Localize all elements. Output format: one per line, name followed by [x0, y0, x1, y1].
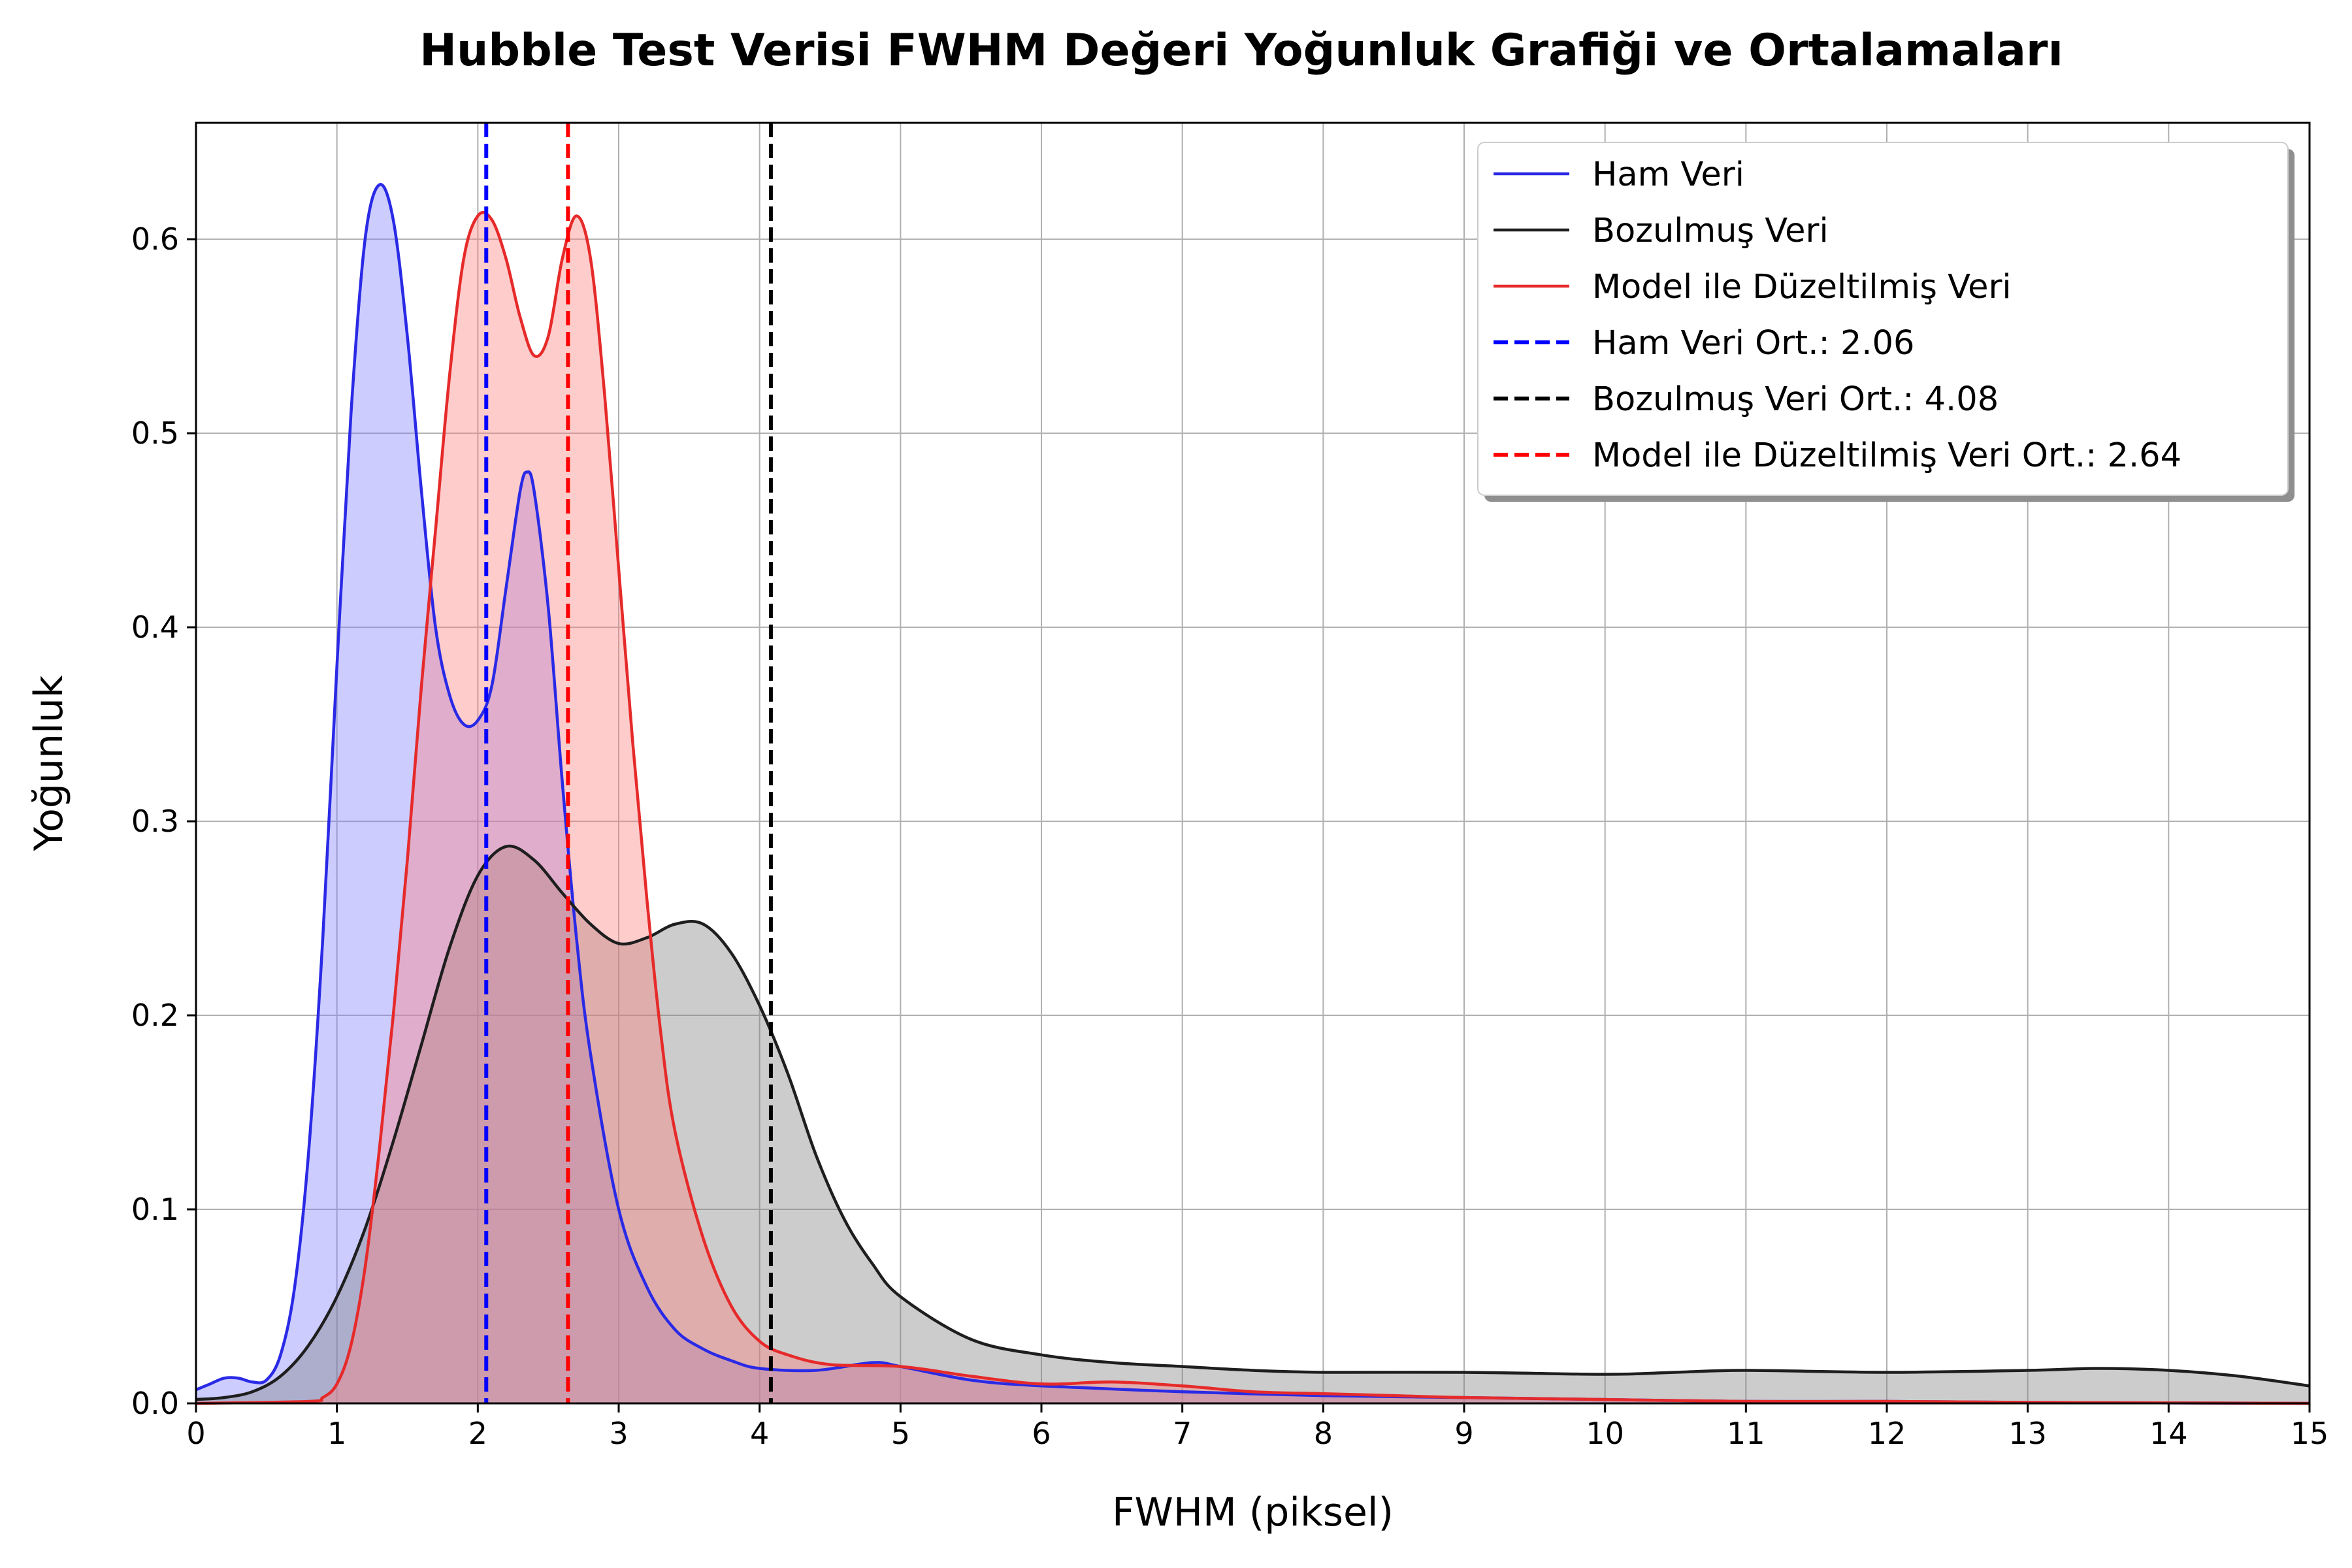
- x-tick-label: 14: [2149, 1416, 2188, 1451]
- density-fill-0: [196, 184, 2310, 1403]
- mean-lines: [484, 123, 773, 1403]
- x-tick-label: 2: [468, 1416, 487, 1451]
- y-tick-label: 0.3: [131, 804, 179, 839]
- legend-label-3: Ham Veri Ort.: 2.06: [1592, 324, 1914, 363]
- legend-label-2: Model ile Düzeltilmiş Veri: [1592, 268, 2012, 306]
- x-tick-label: 5: [891, 1416, 910, 1451]
- y-tick-label: 0.5: [131, 416, 179, 451]
- density-line-0: [195, 183, 2310, 1405]
- legend-label-4: Bozulmuş Veri Ort.: 4.08: [1592, 380, 1999, 419]
- y-tick-label: 0.0: [131, 1386, 179, 1421]
- x-tick-label: 11: [1727, 1416, 1765, 1451]
- density-line-1: [195, 844, 2310, 1401]
- legend-label-5: Model ile Düzeltilmiş Veri Ort.: 2.64: [1592, 436, 2181, 475]
- x-tick-label: 7: [1173, 1416, 1192, 1451]
- x-tick-label: 4: [750, 1416, 769, 1451]
- plot-frame: [195, 122, 2311, 1405]
- y-axis-label: Yoğunluk: [26, 675, 72, 851]
- x-tick-label: 1: [327, 1416, 346, 1451]
- legend: Ham Veri Bozulmuş Veri Model ile Düzeltilm…: [1477, 142, 2295, 502]
- legend-label-1: Bozulmuş Veri: [1592, 212, 1829, 250]
- density-line-2: [195, 210, 2310, 1405]
- x-tick-label: 15: [2291, 1416, 2329, 1451]
- y-tick-label: 0.4: [131, 610, 179, 645]
- density-fill-1: [196, 845, 2310, 1403]
- x-tick-label: 12: [1868, 1416, 1906, 1451]
- x-tick-label: 10: [1586, 1416, 1624, 1451]
- x-tick-label: 3: [609, 1416, 628, 1451]
- density-lines: [195, 183, 2310, 1405]
- x-tick-label: 0: [186, 1416, 205, 1451]
- density-fill-2: [196, 212, 2310, 1403]
- y-tick-label: 0.1: [131, 1192, 179, 1227]
- y-tick-label: 0.2: [131, 998, 179, 1033]
- density-fills: [196, 184, 2310, 1403]
- y-tick-label: 0.6: [131, 221, 179, 257]
- legend-box: [1477, 142, 2289, 496]
- y-ticks: 0.0 0.1 0.2 0.3 0.4 0.5 0.6: [131, 221, 196, 1421]
- x-tick-label: 6: [1032, 1416, 1051, 1451]
- x-ticks: 0 1 2 3 4 5 6 7 8 9 10 11 12 13 14 15: [186, 1403, 2328, 1451]
- chart-title: Hubble Test Verisi FWHM Değeri Yoğunluk …: [419, 25, 2063, 76]
- x-axis-label: FWHM (piksel): [1112, 1490, 1394, 1535]
- x-tick-label: 13: [2008, 1416, 2047, 1451]
- legend-label-0: Ham Veri: [1592, 155, 1744, 194]
- x-tick-label: 8: [1314, 1416, 1333, 1451]
- x-tick-label: 9: [1454, 1416, 1473, 1451]
